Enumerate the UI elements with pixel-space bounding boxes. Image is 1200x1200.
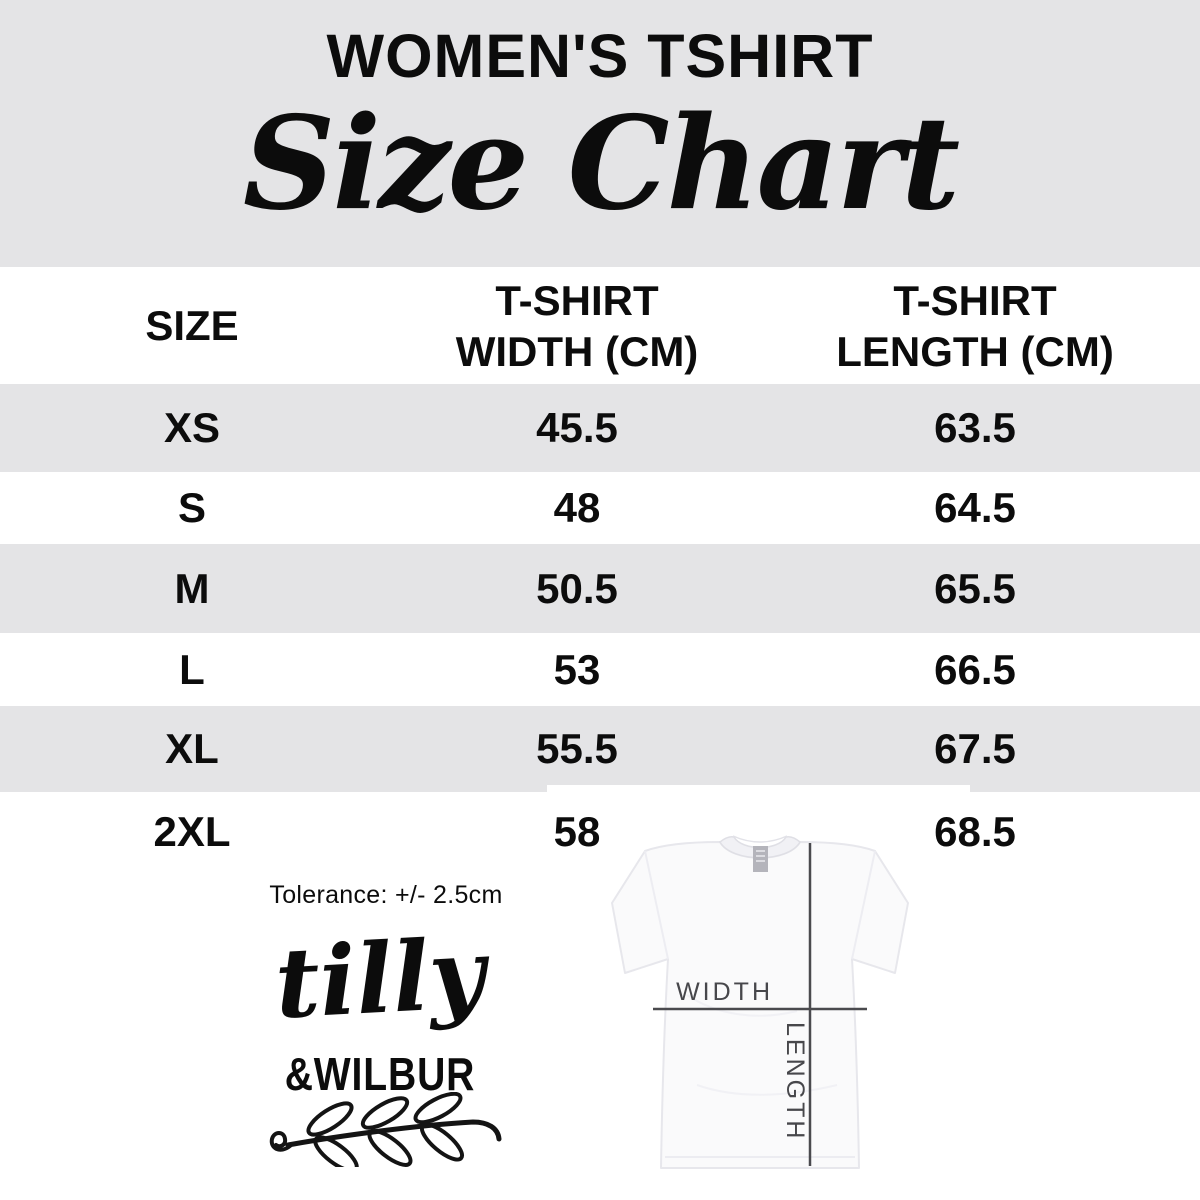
length-value: 63.5 — [934, 404, 1016, 451]
size-value: 2XL — [153, 808, 231, 855]
page-subtitle: Size Chart — [242, 89, 960, 239]
length-value: 64.5 — [934, 484, 1016, 531]
tolerance-note: Tolerance: +/- 2.5cm — [269, 881, 503, 909]
width-value: 48 — [553, 484, 601, 531]
table-row-l: L 53 66.5 — [0, 633, 1200, 706]
column-header-length-line2: LENGTH (CM) — [836, 327, 1114, 375]
tshirt-diagram: WIDTH LENGTH — [611, 835, 909, 1169]
table-row-2xl: 2XL 58 68.5 — [0, 792, 1200, 872]
size-value: XS — [163, 404, 221, 451]
width-value: 45.5 — [536, 404, 618, 451]
size-value: XL — [165, 725, 219, 772]
size-value: S — [177, 484, 206, 531]
table-row-xl: XL 55.5 67.5 — [0, 706, 1200, 792]
width-value: 58 — [553, 808, 601, 855]
size-value: L — [179, 645, 205, 693]
length-value: 68.5 — [934, 808, 1016, 855]
size-value: M — [174, 564, 210, 612]
column-header-width-line2: WIDTH (CM) — [455, 327, 699, 375]
column-header-length-line1: T-SHIRT — [893, 276, 1057, 324]
table-row-xs: XS 45.5 63.5 — [0, 384, 1200, 472]
title-banner — [0, 0, 1200, 267]
collar-tag — [753, 846, 768, 872]
width-value: 50.5 — [536, 564, 618, 612]
tshirt-photo-box: WIDTH LENGTH — [547, 785, 970, 1200]
column-header-width-line1: T-SHIRT — [495, 276, 659, 324]
width-value: 55.5 — [536, 725, 618, 772]
length-value: 67.5 — [934, 725, 1016, 772]
width-axis-label: WIDTH — [676, 978, 773, 1006]
length-value: 65.5 — [934, 564, 1016, 612]
page-title: WOMEN'S TSHIRT — [326, 22, 874, 90]
table-row-m: M 50.5 65.5 — [0, 544, 1200, 633]
column-header-width: T-SHIRT WIDTH (CM) — [384, 275, 770, 377]
table-header-row: SIZE T-SHIRT WIDTH (CM) T-SHIRT LENGTH (… — [0, 267, 1200, 384]
length-axis-label: LENGTH — [781, 1022, 809, 1141]
length-value: 66.5 — [934, 645, 1016, 693]
column-header-size: SIZE — [145, 301, 239, 349]
brand-logo-script: tilly — [272, 916, 488, 1041]
column-header-length: T-SHIRT LENGTH (CM) — [770, 275, 1180, 377]
laurel-branch-icon — [269, 1092, 502, 1167]
width-value: 53 — [553, 645, 601, 693]
table-row-s: S 48 64.5 — [0, 472, 1200, 544]
brand-logo-caps: &WILBUR — [284, 1048, 476, 1100]
